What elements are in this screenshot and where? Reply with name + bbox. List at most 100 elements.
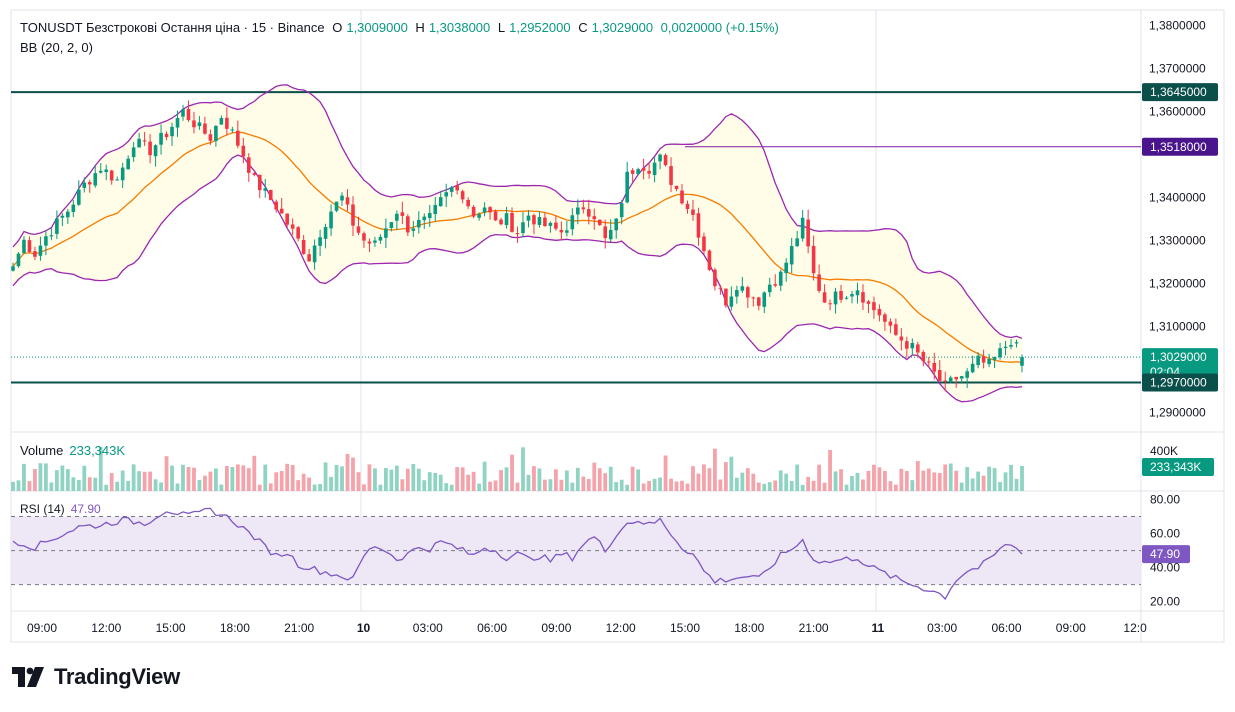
- price-tick-label: 1,3200000: [1149, 277, 1206, 291]
- candle: [307, 248, 311, 262]
- indicator-legend[interactable]: BB (20, 2, 0): [20, 40, 93, 55]
- candle-body: [559, 229, 564, 233]
- candle: [373, 236, 377, 247]
- candle-body: [488, 207, 492, 213]
- volume-bar: [252, 455, 257, 491]
- volume-bar: [373, 468, 377, 491]
- candle-body: [225, 117, 229, 129]
- tradingview-logo[interactable]: TradingView: [12, 664, 180, 690]
- rsi-band-fill: [11, 516, 1141, 585]
- candle-body: [795, 238, 799, 247]
- candle-body: [236, 130, 240, 146]
- volume-bar: [559, 479, 564, 491]
- volume-bar: [416, 468, 421, 491]
- price-tick-label: 1,3600000: [1149, 105, 1206, 119]
- candle-body: [290, 224, 295, 229]
- candle-body: [806, 219, 810, 247]
- volume-bar: [93, 477, 98, 491]
- volume-bar: [564, 470, 569, 491]
- volume-bar: [257, 484, 262, 491]
- volume-bar: [828, 449, 832, 491]
- candle-body: [93, 173, 98, 186]
- volume-bar: [460, 467, 465, 491]
- volume-bar: [362, 484, 366, 491]
- time-tick-label: 12:0: [1123, 621, 1147, 635]
- candle: [11, 262, 15, 272]
- time-tick-label: 18:00: [220, 621, 250, 635]
- volume-bar: [680, 480, 684, 491]
- rsi-tick-label: 40.00: [1150, 561, 1180, 575]
- volume-legend[interactable]: Volume 233,343K: [20, 443, 125, 458]
- candle-body: [855, 290, 860, 296]
- candle: [762, 291, 767, 314]
- candle: [608, 219, 613, 243]
- candle: [82, 177, 87, 193]
- volume-bar: [466, 474, 471, 491]
- candle: [356, 216, 361, 236]
- candle-body: [800, 217, 805, 239]
- candle-body: [323, 227, 328, 239]
- candle-body: [55, 218, 59, 234]
- candle-body: [33, 251, 37, 257]
- candle: [537, 211, 542, 228]
- rsi-label-text: 47.90: [1150, 547, 1180, 561]
- candle-body: [263, 188, 268, 191]
- candle: [833, 287, 838, 314]
- time-tick-label: 15:00: [156, 621, 186, 635]
- price-label-text: 1,3645000: [1150, 85, 1207, 99]
- volume-bar: [532, 466, 536, 491]
- volume-bar: [159, 482, 163, 491]
- candle-body: [521, 222, 525, 234]
- candle: [131, 142, 136, 162]
- candle-body: [38, 245, 43, 256]
- volume-bar: [312, 484, 317, 491]
- candle-body: [362, 233, 366, 241]
- candle-body: [636, 169, 640, 175]
- candle-body: [427, 213, 432, 219]
- candle: [477, 212, 481, 221]
- bb-basis-line: [12, 131, 1023, 364]
- volume-axis-label: 400K: [1150, 444, 1178, 458]
- candle: [658, 153, 662, 170]
- time-tick-label: 15:00: [670, 621, 700, 635]
- candle: [109, 169, 114, 185]
- candle: [33, 246, 37, 261]
- candle-body: [378, 236, 383, 241]
- rsi-legend[interactable]: RSI (14) 47.90: [20, 502, 101, 516]
- candle-body: [839, 290, 843, 300]
- candle: [894, 318, 898, 336]
- volume-label: Volume: [20, 443, 64, 458]
- candle: [471, 205, 476, 219]
- candle: [921, 350, 926, 367]
- volume-bar: [674, 481, 679, 491]
- volume-bar: [340, 466, 344, 491]
- volume-bar: [427, 472, 432, 491]
- volume-bar: [745, 468, 750, 491]
- candle-body: [614, 218, 619, 231]
- symbol-title[interactable]: TONUSDT Безстрокові Остання ціна · 15 · …: [20, 20, 325, 35]
- volume-bar: [619, 479, 624, 491]
- volume-bar: [422, 480, 427, 491]
- volume-bar: [614, 482, 619, 491]
- candle-body: [850, 294, 854, 297]
- rsi-tick-label: 60.00: [1150, 527, 1180, 541]
- candle-body: [345, 197, 350, 205]
- candle-body: [718, 287, 723, 289]
- candle-body: [959, 376, 964, 379]
- candle: [1003, 340, 1008, 356]
- candle: [959, 375, 964, 384]
- candle-body: [466, 199, 470, 207]
- volume-bar: [899, 468, 904, 491]
- candle: [263, 178, 268, 198]
- candle: [312, 239, 317, 270]
- candle: [756, 296, 761, 311]
- volume-bar: [822, 482, 827, 491]
- volume-label-text: 233,343K: [1150, 460, 1201, 474]
- candle-body: [685, 203, 690, 210]
- candle-body: [87, 182, 92, 185]
- candle: [279, 197, 284, 214]
- volume-bar: [1009, 464, 1013, 491]
- price-tick-label: 1,3100000: [1149, 320, 1206, 334]
- candle-body: [104, 169, 109, 173]
